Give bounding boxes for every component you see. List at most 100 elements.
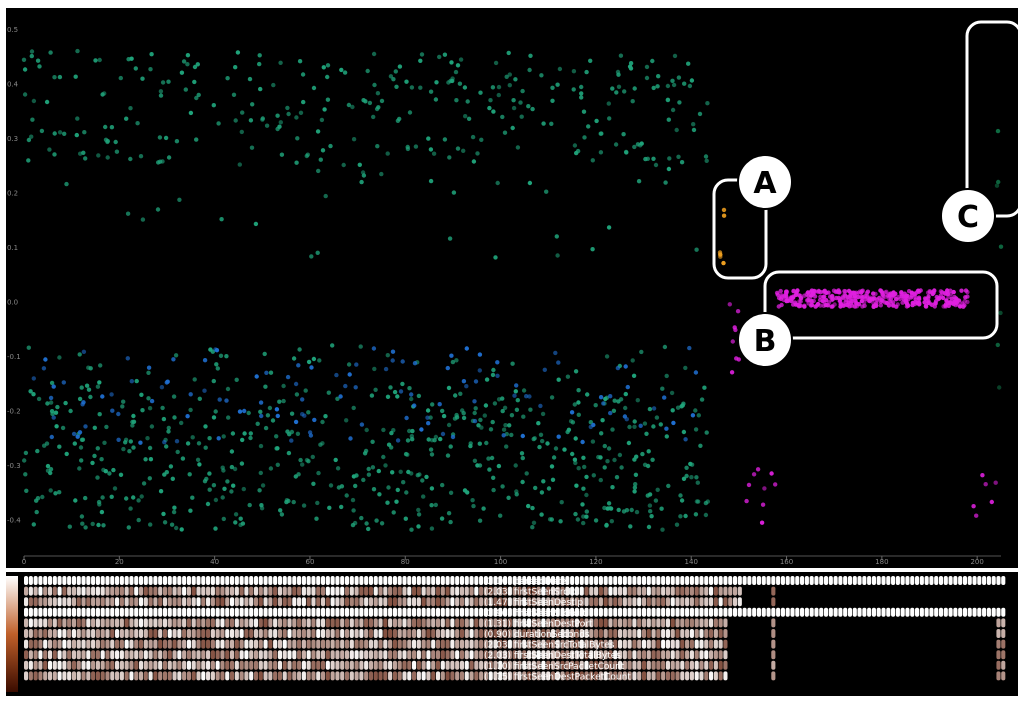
heatmap-cell — [225, 629, 230, 638]
data-point — [90, 521, 95, 527]
heatmap-cell — [373, 639, 378, 649]
heatmap-cell — [287, 618, 292, 628]
heatmap-cell — [455, 650, 460, 660]
data-point — [455, 63, 461, 68]
heatmap-cell — [167, 586, 172, 596]
data-point — [479, 137, 484, 142]
heatmap-cell — [124, 586, 129, 596]
data-point — [407, 110, 413, 115]
heatmap-cell — [589, 576, 594, 585]
data-point — [562, 447, 567, 452]
heatmap-cell — [402, 650, 407, 660]
data-point — [204, 476, 209, 482]
heatmap-cell — [191, 650, 196, 660]
heatmap-cell — [28, 671, 33, 681]
heatmap-cell — [445, 618, 450, 628]
data-point — [314, 516, 319, 521]
heatmap-cell — [129, 576, 134, 585]
heatmap-cell — [71, 576, 77, 585]
heatmap-cell — [570, 639, 575, 649]
heatmap-cell — [258, 629, 263, 638]
heatmap-cell — [239, 639, 244, 649]
heatmap-cell — [560, 650, 565, 660]
heatmap-cell — [962, 607, 968, 617]
heatmap-cell — [407, 650, 412, 660]
heatmap-cell — [550, 576, 556, 585]
heatmap-cell — [493, 671, 498, 681]
heatmap-cell — [584, 597, 589, 607]
heatmap-cell — [153, 576, 158, 585]
heatmap-cell — [234, 650, 239, 660]
data-point — [28, 389, 33, 394]
heatmap-cell — [771, 639, 776, 649]
data-point — [664, 426, 669, 431]
heatmap-cell — [526, 576, 532, 585]
heatmap-cell — [244, 597, 249, 607]
heatmap-cell — [167, 660, 172, 670]
heatmap-cell — [115, 660, 120, 670]
heatmap-cell — [215, 576, 220, 585]
data-point — [475, 463, 480, 468]
heatmap-cell — [91, 671, 96, 681]
heatmap-cell — [450, 671, 455, 681]
heatmap-cell — [555, 607, 560, 617]
data-point — [96, 153, 101, 158]
heatmap-cell — [594, 671, 599, 681]
data-point — [213, 409, 218, 414]
heatmap-cell — [435, 597, 441, 607]
heatmap-cell — [186, 597, 191, 607]
heatmap-cell — [292, 639, 297, 649]
heatmap-cell — [71, 660, 77, 670]
data-point — [470, 134, 476, 140]
data-point — [464, 384, 469, 389]
heatmap-cell — [498, 597, 503, 607]
heatmap-cell — [316, 660, 321, 670]
heatmap-cell — [119, 671, 124, 681]
heatmap-cell — [689, 607, 694, 617]
heatmap-cell — [86, 650, 91, 660]
data-point — [267, 405, 273, 411]
data-point — [540, 411, 546, 417]
heatmap-cell — [220, 650, 225, 660]
heatmap-cell — [641, 607, 647, 617]
heatmap-cell — [402, 639, 407, 649]
heatmap-cell — [407, 607, 412, 617]
heatmap-cell — [24, 576, 29, 585]
heatmap-cell — [493, 618, 498, 628]
data-point — [391, 428, 396, 433]
heatmap-cell — [560, 660, 565, 670]
heatmap-cell — [273, 597, 278, 607]
data-point — [651, 156, 656, 161]
data-point — [608, 410, 613, 416]
data-point — [683, 437, 688, 442]
heatmap-cell — [220, 629, 225, 638]
heatmap-cell — [445, 607, 450, 617]
data-point — [651, 406, 657, 411]
data-point — [461, 415, 467, 421]
data-point — [183, 87, 188, 92]
data-point — [341, 162, 346, 168]
heatmap-cell — [277, 618, 282, 628]
heatmap-cell — [388, 607, 393, 617]
data-point — [220, 495, 225, 500]
heatmap-cell — [134, 576, 139, 585]
data-point — [22, 67, 28, 72]
data-point — [271, 82, 276, 88]
heatmap-cell — [431, 671, 436, 681]
data-point — [301, 503, 307, 508]
data-point — [48, 470, 53, 476]
heatmap-cell — [325, 597, 330, 607]
heatmap-cell — [498, 660, 503, 670]
data-point — [405, 452, 410, 457]
heatmap-cell — [426, 586, 431, 596]
heatmap-cell — [699, 639, 704, 649]
heatmap-cell — [982, 607, 987, 617]
heatmap-cell — [546, 586, 551, 596]
heatmap-cell — [249, 597, 254, 607]
data-point — [899, 292, 904, 297]
data-point — [257, 61, 262, 67]
data-point — [177, 197, 182, 202]
data-point — [454, 98, 459, 103]
data-point — [197, 462, 202, 467]
data-point — [616, 507, 621, 513]
